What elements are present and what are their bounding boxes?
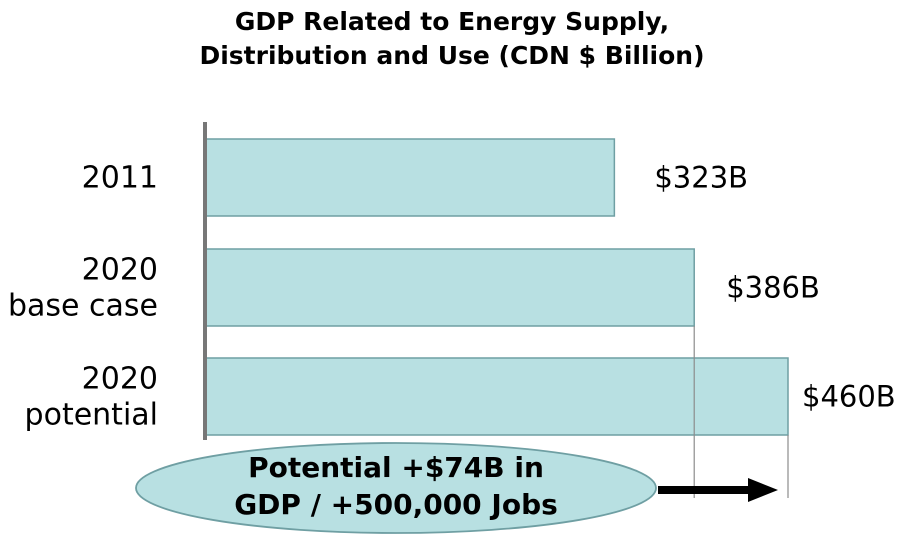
callout: Potential +$74B in GDP / +500,000 Jobs bbox=[135, 442, 657, 534]
category-label: 2011 bbox=[82, 161, 158, 196]
chart-title: GDP Related to Energy Supply, Distributio… bbox=[199, 7, 704, 70]
chart-title-line: GDP Related to Energy Supply, bbox=[235, 7, 669, 36]
data-labels: $323B $386B $460B bbox=[654, 161, 895, 414]
bar bbox=[204, 357, 789, 436]
category-label: 2020 bbox=[82, 253, 158, 288]
bar bbox=[204, 138, 616, 217]
data-label: $386B bbox=[726, 271, 820, 305]
difference-guides bbox=[658, 326, 789, 502]
chart-title-line: Distribution and Use (CDN $ Billion) bbox=[199, 41, 704, 70]
bars bbox=[204, 138, 789, 436]
arrow-head-icon bbox=[748, 478, 778, 502]
category-label: 2020 bbox=[82, 362, 158, 397]
data-label: $460B bbox=[802, 380, 896, 414]
data-label: $323B bbox=[654, 161, 748, 195]
callout-ellipse bbox=[135, 442, 657, 534]
callout-text: Potential +$74B in bbox=[248, 451, 544, 484]
category-label: base case bbox=[8, 289, 158, 324]
category-label: potential bbox=[25, 398, 158, 433]
bar bbox=[204, 248, 695, 327]
callout-text: GDP / +500,000 Jobs bbox=[234, 488, 558, 521]
